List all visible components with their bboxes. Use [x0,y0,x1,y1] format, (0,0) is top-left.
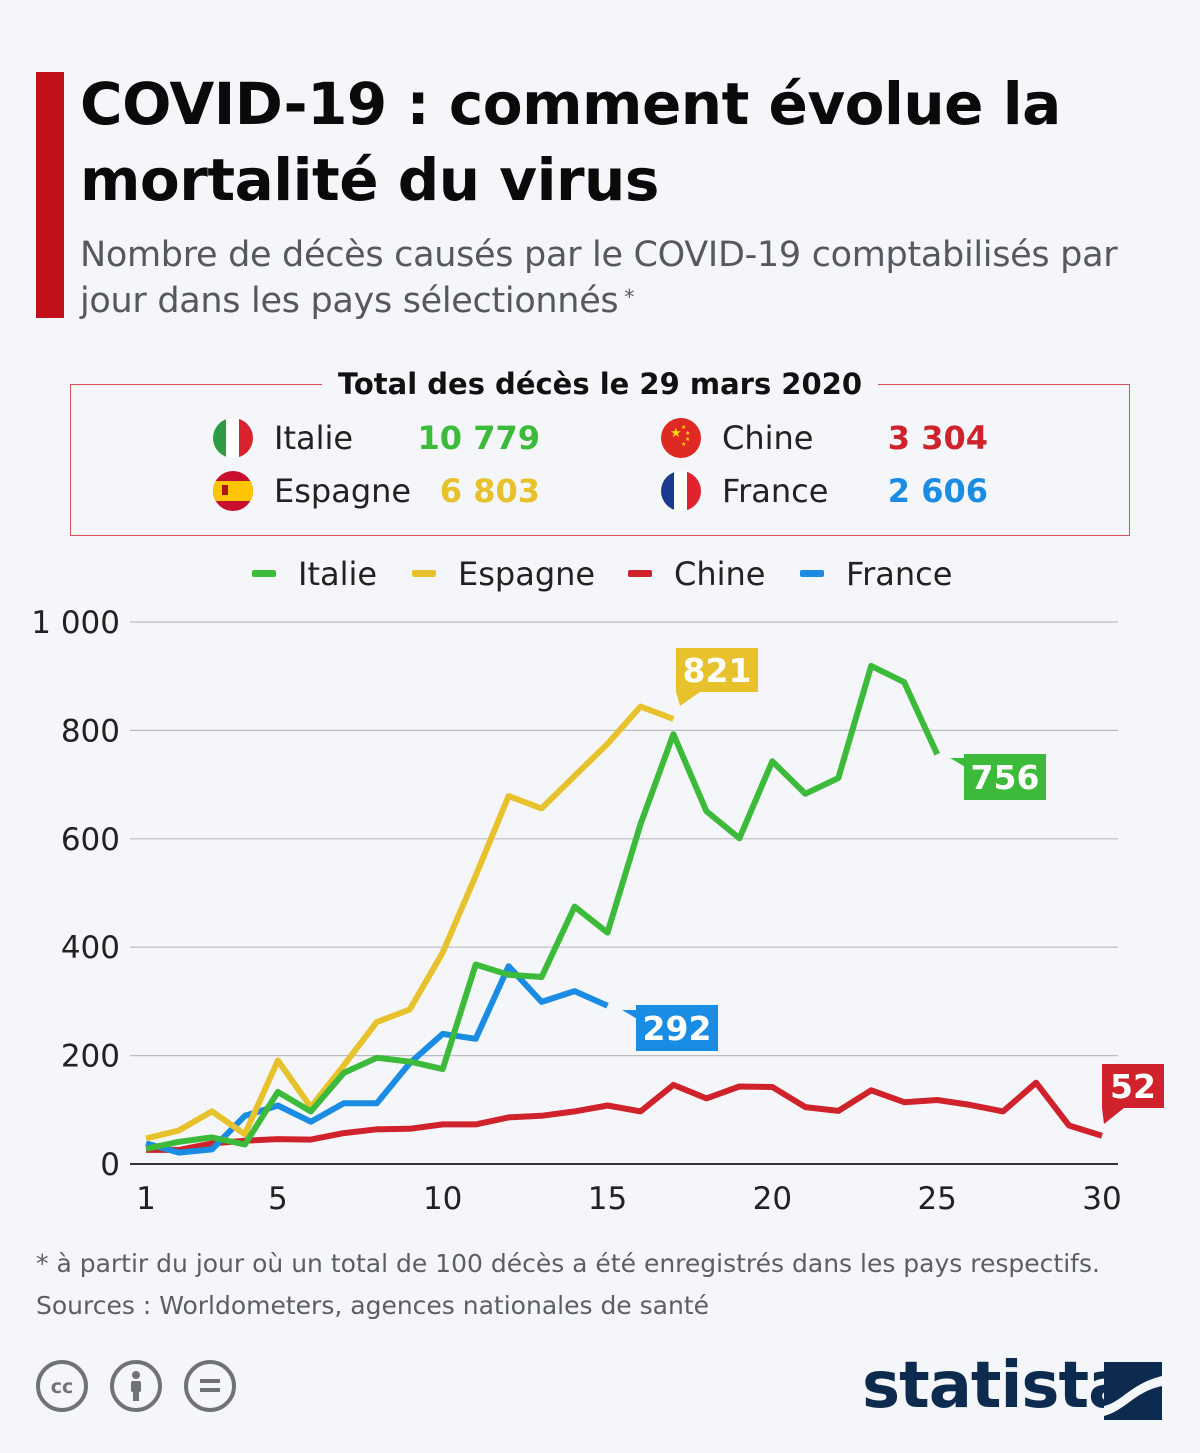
totals-value-italie: 10 779 [417,419,540,457]
svg-text:★: ★ [681,441,686,448]
totals-country-espagne: Espagne [274,472,412,510]
totals-box [70,384,1130,536]
chart-legend: Italie Espagne Chine France [0,552,1200,596]
callout-pointer-espagne [676,692,700,706]
legend-swatch-espagne [412,569,436,577]
legend-swatch-italie [252,569,276,577]
totals-country-france: France [722,472,829,510]
attribution-icon [110,1360,162,1412]
legend-label-chine: Chine [674,555,766,593]
series-line-espagne [145,703,675,1142]
callout-box-espagne [676,648,758,692]
subtitle-footnote-mark: * [624,285,635,309]
y-tick-label: 600 [61,822,120,858]
subtitle-text: Nombre de décès causés par le COVID-19 c… [80,235,1118,321]
svg-text:★: ★ [685,436,690,443]
legend-label-italie: Italie [298,555,378,593]
x-tick-label: 20 [753,1181,792,1217]
title-accent-bar [36,72,64,318]
svg-text:★: ★ [670,426,682,441]
legend-label-france: France [846,555,953,593]
france-flag-icon [661,471,701,511]
statista-mark-icon [1104,1362,1162,1420]
totals-country-italie: Italie [274,419,354,457]
italy-flag-icon [213,418,253,458]
y-tick-label: 800 [61,713,120,749]
totals-value-espagne: 6 803 [439,472,540,510]
totals-value-france: 2 606 [887,472,988,510]
callout-pointer-chine [1102,1108,1124,1124]
x-tick-label: 5 [268,1181,288,1217]
series-line-chine [146,1079,1103,1153]
svg-text:cc: cc [51,1376,74,1398]
x-tick-label: 30 [1082,1181,1121,1217]
x-tick-label: 1 [136,1181,156,1217]
page-title: COVID-19 : comment évolue la mortalité d… [80,70,1061,214]
statista-wordmark: statista [862,1349,1131,1423]
y-tick-label: 0 [100,1147,120,1183]
y-tick-label: 400 [61,930,120,966]
totals-title-text: Total des décès le 29 mars 2020 [321,362,879,406]
totals-value-chine: 3 304 [887,419,988,457]
legend-item-france: France [800,552,952,596]
legend-swatch-france [800,569,824,577]
x-tick-label: 25 [917,1181,956,1217]
callout-label-italie: 756 [971,758,1040,797]
page-subtitle: Nombre de décès causés par le COVID-19 c… [80,232,1180,324]
legend-item-chine: Chine [628,552,765,596]
callout-box-italie [964,754,1046,800]
no-derivatives-icon [184,1360,236,1412]
totals-title: Total des décès le 29 mars 2020 [0,362,1200,406]
legend-swatch-chine [628,569,652,577]
china-flag-icon: ★ ★ ★ ★ ★ [661,418,701,458]
x-tick-label: 10 [423,1181,462,1217]
cc-icon: cc [36,1360,88,1412]
callout-label-france: 292 [643,1009,712,1048]
callout-label-chine: 52 [1110,1067,1156,1106]
y-tick-label: 1 000 [31,605,120,641]
callout-box-chine [1102,1064,1164,1108]
sources: Sources : Worldometers, agences national… [36,1291,710,1320]
y-tick-label: 200 [61,1039,120,1075]
statista-logo: statista [862,1348,1162,1428]
legend-label-espagne: Espagne [458,555,596,593]
legend-item-italie: Italie [252,552,377,596]
callout-box-france [636,1005,718,1051]
series-line-italie [145,662,940,1152]
footnote: * à partir du jour où un total de 100 dé… [36,1249,1100,1278]
spain-flag-icon [213,471,253,511]
svg-text:★: ★ [685,430,690,437]
svg-text:★: ★ [681,424,686,431]
x-tick-label: 15 [588,1181,627,1217]
callout-label-espagne: 821 [683,651,752,690]
totals-country-chine: Chine [722,419,814,457]
legend-item-espagne: Espagne [412,552,595,596]
